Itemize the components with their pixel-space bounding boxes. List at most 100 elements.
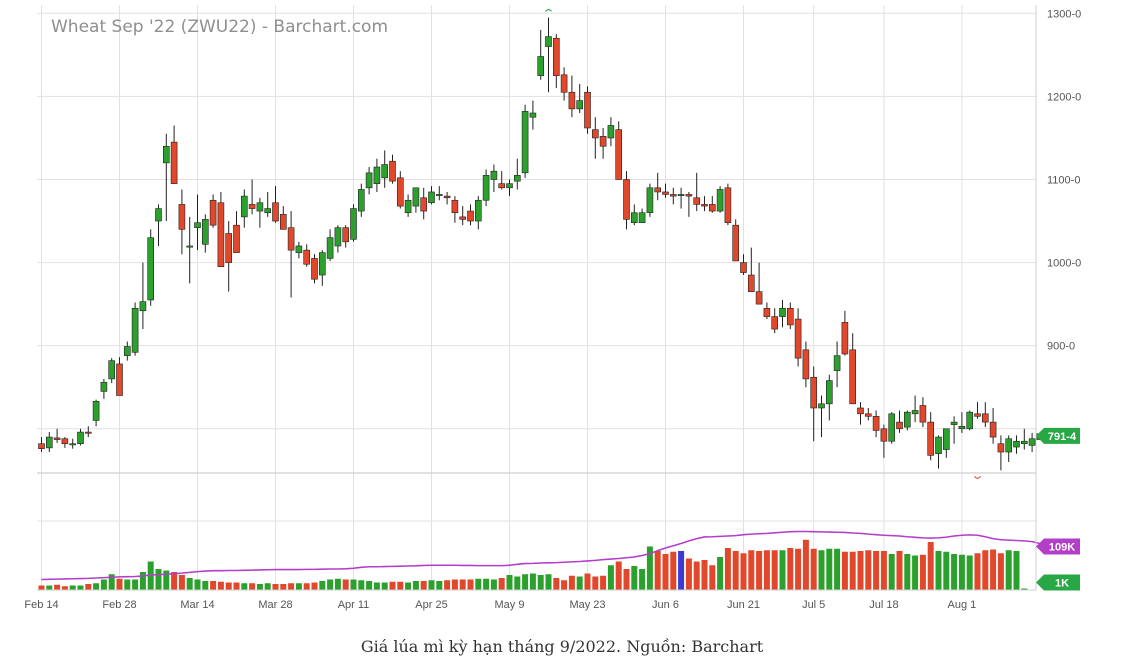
candle-body (997, 443, 1005, 453)
candle-body (880, 428, 888, 442)
volume-bar (662, 554, 669, 590)
volume-bar (888, 554, 895, 590)
candle-body (716, 189, 724, 212)
candle-body (841, 322, 849, 355)
candle-body (849, 349, 857, 405)
candle-body (279, 214, 287, 230)
volume-bar (506, 575, 513, 590)
candle-body (732, 224, 740, 262)
volume-bar (724, 548, 731, 590)
price-markers: 791-4 109K 1K (545, 8, 1080, 591)
volume-bar (826, 548, 833, 590)
candle-body (396, 177, 404, 207)
candle-body (630, 212, 638, 223)
candle-body (443, 195, 451, 199)
volume-bar (756, 551, 763, 590)
candle-body (459, 216, 467, 220)
volume-bar (779, 550, 786, 590)
candle-body (685, 194, 693, 197)
candle-body (318, 252, 326, 276)
candle-body (287, 227, 295, 251)
volume-bar (61, 586, 68, 590)
volume-bar (334, 578, 341, 590)
volume-bar (607, 565, 614, 590)
candle-body (92, 401, 100, 421)
volume-bar (178, 575, 185, 590)
volume-bar (202, 581, 209, 590)
volume-bar (561, 580, 568, 590)
candle-body (124, 346, 131, 356)
candle-body (576, 100, 584, 110)
volume-bar (818, 550, 825, 590)
volume-bar (787, 548, 794, 590)
candle-body (872, 415, 880, 431)
date-tick-label: May 9 (495, 599, 525, 611)
volume-bar (865, 550, 872, 590)
volume-bar (927, 542, 934, 590)
volume-bar (186, 578, 193, 590)
volume-bar (943, 551, 950, 590)
candle-body (864, 413, 872, 417)
volume-moving-average (41, 530, 1048, 581)
candle-body (272, 202, 279, 222)
volume-bar (654, 551, 661, 590)
volume-bar (327, 579, 334, 590)
volume-bar (795, 548, 802, 590)
candle-body (974, 413, 981, 417)
volume-bar (249, 583, 256, 590)
candle-body (529, 112, 537, 118)
volume-bar (951, 554, 958, 590)
candle-body (381, 164, 389, 179)
candle-body (747, 274, 755, 292)
volume-bar (389, 581, 396, 590)
volume-ma-line (41, 530, 1048, 581)
chart-caption: Giá lúa mì kỳ hạn tháng 9/2022. Nguồn: B… (360, 637, 764, 656)
volume-bar (139, 572, 146, 590)
price-tick-label: 1300-0 (1047, 8, 1081, 20)
candle-body (404, 199, 412, 214)
volume-bar (420, 581, 427, 590)
volume-bar (615, 561, 622, 590)
candle-body (53, 437, 61, 440)
last-price-tag-bg (1036, 427, 1080, 444)
volume-bar (319, 581, 326, 590)
volume-bar (38, 585, 45, 590)
candle-body (888, 413, 896, 442)
candle-body (209, 199, 217, 226)
candle-body (825, 380, 833, 405)
candle-body (513, 175, 521, 182)
volume-bar (912, 555, 919, 590)
volume-bar (241, 583, 248, 590)
candle-body (560, 74, 568, 93)
volume-bar (982, 550, 989, 590)
candle-body (521, 111, 529, 174)
volume-bar (490, 579, 497, 590)
volume-bar (397, 581, 404, 590)
candle-body (591, 129, 599, 139)
volume-bar (514, 576, 521, 590)
volume-bar (428, 580, 435, 590)
volume-bar (997, 553, 1004, 590)
volume-bar (646, 546, 653, 590)
candle-body (69, 443, 76, 446)
volume-bar (849, 551, 856, 590)
volume-bar (288, 583, 295, 590)
volume-bar (116, 578, 123, 590)
date-tick-label: May 23 (569, 599, 605, 611)
candle-body (178, 204, 186, 230)
candle-body (38, 443, 45, 450)
volume-bar (732, 551, 739, 590)
candle-body (607, 125, 615, 139)
volume-bar (693, 561, 700, 590)
volume-bar (381, 582, 388, 590)
candle-body (451, 199, 459, 214)
candle-body (638, 212, 646, 223)
volume-bar (529, 573, 536, 590)
volume-bar (935, 551, 942, 590)
candle-body (506, 183, 513, 189)
volume-bar (717, 557, 724, 590)
chart-title: Wheat Sep '22 (ZWU22) - Barchart.com (51, 17, 389, 37)
candle-body (669, 194, 677, 197)
volume-bar (373, 582, 380, 590)
